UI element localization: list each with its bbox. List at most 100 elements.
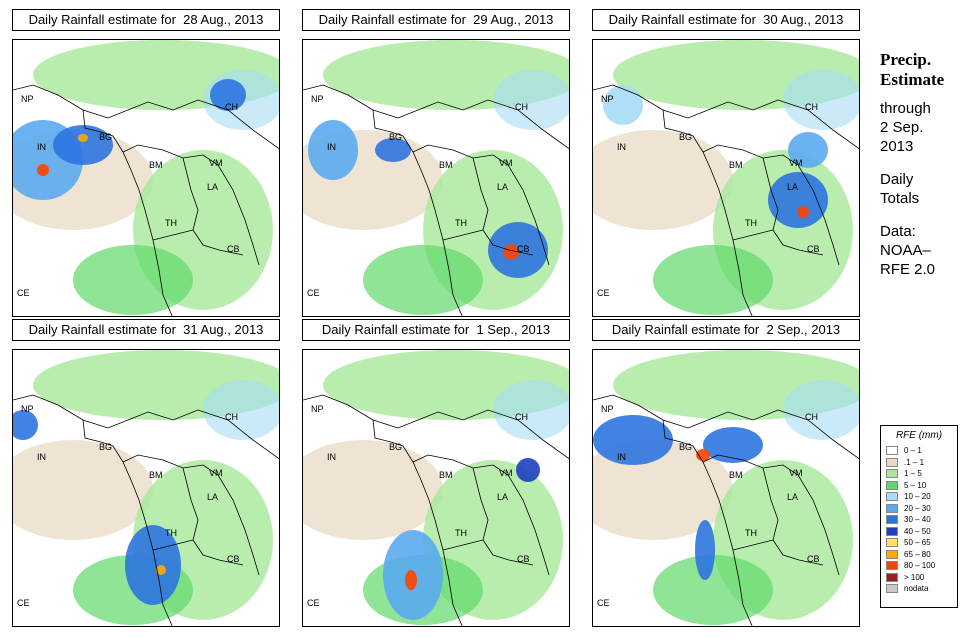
country-label: IN bbox=[327, 452, 336, 462]
rain-area bbox=[783, 380, 859, 440]
country-label: BG bbox=[99, 442, 112, 452]
map-graphic: NP CH IN BG BM VM LA TH CB CE bbox=[303, 350, 569, 626]
country-label: CH bbox=[805, 102, 818, 112]
legend-label: nodata bbox=[904, 584, 929, 594]
legend-swatch bbox=[886, 480, 898, 490]
rain-core bbox=[788, 132, 828, 168]
country-label: VM bbox=[789, 468, 803, 478]
country-borders bbox=[303, 394, 569, 626]
legend-swatch bbox=[886, 572, 898, 582]
rain-area bbox=[363, 245, 483, 315]
legend-swatch bbox=[886, 538, 898, 548]
rain-core bbox=[797, 206, 809, 218]
map-panel-2: Daily Rainfall estimate for 29 Aug., 201… bbox=[302, 9, 570, 317]
country-borders bbox=[593, 84, 859, 316]
rain-core bbox=[53, 125, 113, 165]
country-label: NP bbox=[601, 94, 614, 104]
legend-label: .1 – 1 bbox=[904, 457, 925, 467]
country-label: CE bbox=[307, 598, 320, 608]
country-label: LA bbox=[207, 492, 218, 502]
country-label: IN bbox=[37, 452, 46, 462]
legend-item: 20 – 30 bbox=[886, 503, 952, 515]
sidebar-info: Precip. Estimate through 2 Sep. 2013 Dai… bbox=[880, 50, 965, 279]
sidebar-title-2: Estimate bbox=[880, 70, 945, 89]
map-panel-4: Daily Rainfall estimate for 31 Aug., 201… bbox=[12, 319, 280, 627]
sidebar-daily-1: Daily bbox=[880, 171, 914, 188]
country-label: BM bbox=[149, 470, 163, 480]
legend-title: RFE (mm) bbox=[895, 430, 943, 441]
country-borders bbox=[303, 84, 569, 316]
map-panel-1: Daily Rainfall estimate for 28 Aug., 201… bbox=[12, 9, 280, 317]
country-label: NP bbox=[311, 404, 324, 414]
map-panel-5: Daily Rainfall estimate for 1 Sep., 2013… bbox=[302, 319, 570, 627]
rain-core bbox=[125, 525, 181, 605]
country-label: CE bbox=[597, 598, 610, 608]
legend-swatch bbox=[886, 469, 898, 479]
country-label: IN bbox=[327, 142, 336, 152]
map-graphic: NP CH IN BG BM VM LA TH CB CE bbox=[303, 40, 569, 316]
legend-label: 80 – 100 bbox=[904, 561, 936, 571]
legend-label: 50 – 65 bbox=[904, 538, 931, 548]
legend-label: 30 – 40 bbox=[904, 515, 931, 525]
country-label: NP bbox=[311, 94, 324, 104]
country-label: TH bbox=[165, 218, 177, 228]
country-label: BG bbox=[679, 442, 692, 452]
panel-title: Daily Rainfall estimate for 31 Aug., 201… bbox=[12, 319, 280, 341]
legend-item: 10 – 20 bbox=[886, 491, 952, 503]
legend-swatch bbox=[886, 492, 898, 502]
country-label: LA bbox=[497, 182, 508, 192]
sidebar-date-1: 2 Sep. bbox=[880, 119, 924, 136]
rain-area bbox=[493, 70, 569, 130]
legend-item: 40 – 50 bbox=[886, 526, 952, 538]
rain-area bbox=[783, 70, 859, 130]
legend-item: 5 – 10 bbox=[886, 480, 952, 492]
rain-area bbox=[73, 245, 193, 315]
country-label: NP bbox=[21, 404, 34, 414]
country-label: BG bbox=[389, 132, 402, 142]
rain-area bbox=[593, 130, 733, 230]
rainfall-map: NP CH IN BG BM VM LA TH CB CE bbox=[12, 39, 280, 317]
legend-label: 40 – 50 bbox=[904, 526, 931, 536]
country-label: VM bbox=[209, 468, 223, 478]
sidebar-data-3: RFE 2.0 bbox=[880, 261, 936, 278]
sidebar-data-1: Data: bbox=[880, 223, 916, 240]
legend-swatch bbox=[886, 549, 898, 559]
legend-swatch bbox=[886, 457, 898, 467]
map-graphic: NP CH IN BG BM VM LA TH CB CE bbox=[593, 350, 859, 626]
map-graphic: NP CH IN BG BM VM LA TH CB CE bbox=[593, 40, 859, 316]
map-panel-3: Daily Rainfall estimate for 30 Aug., 201… bbox=[592, 9, 860, 317]
rain-core bbox=[405, 570, 417, 590]
country-label: TH bbox=[455, 218, 467, 228]
rain-core bbox=[593, 415, 673, 465]
legend-label: 5 – 10 bbox=[904, 480, 927, 490]
country-label: BM bbox=[729, 470, 743, 480]
country-label: BM bbox=[439, 160, 453, 170]
country-borders bbox=[13, 84, 279, 316]
country-label: BM bbox=[729, 160, 743, 170]
rain-core bbox=[703, 427, 763, 463]
legend-label: 0 – 1 bbox=[904, 446, 922, 456]
legend-item: 65 – 80 bbox=[886, 549, 952, 561]
panel-title: Daily Rainfall estimate for 28 Aug., 201… bbox=[12, 9, 280, 31]
rain-core bbox=[768, 172, 828, 228]
country-label: BG bbox=[389, 442, 402, 452]
country-label: NP bbox=[21, 94, 34, 104]
legend-item: .1 – 1 bbox=[886, 457, 952, 469]
legend-label: 1 – 5 bbox=[904, 469, 922, 479]
legend-item: 50 – 65 bbox=[886, 537, 952, 549]
country-label: CB bbox=[807, 554, 820, 564]
country-borders bbox=[13, 394, 279, 626]
country-label: CE bbox=[307, 288, 320, 298]
panel-title: Daily Rainfall estimate for 1 Sep., 2013 bbox=[302, 319, 570, 341]
country-borders bbox=[593, 394, 859, 626]
legend-item: 80 – 100 bbox=[886, 560, 952, 572]
rain-core bbox=[37, 164, 49, 176]
legend-swatch bbox=[886, 446, 898, 456]
legend-swatch bbox=[886, 526, 898, 536]
country-label: CH bbox=[225, 102, 238, 112]
rain-core bbox=[516, 458, 540, 482]
legend-item: nodata bbox=[886, 583, 952, 595]
rain-core bbox=[308, 120, 358, 180]
country-label: LA bbox=[207, 182, 218, 192]
rainfall-map: NP CH IN BG BM VM LA TH CB CE bbox=[592, 349, 860, 627]
